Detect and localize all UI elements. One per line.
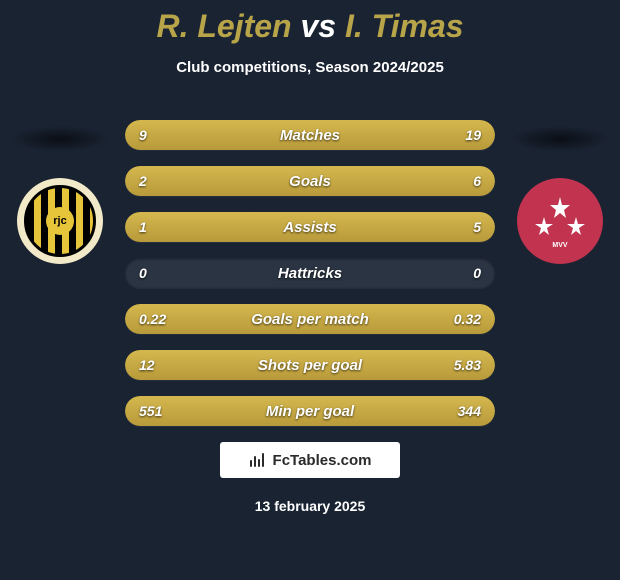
stats-container: 9Matches19 2Goals6 1Assists5 0Hattricks0 0.2… xyxy=(110,120,510,442)
comparison-title: R. Lejten vs I. Timas xyxy=(0,0,620,45)
roda-logo-center: rjc xyxy=(46,207,74,235)
stat-label: Goals per match xyxy=(125,304,495,334)
stat-value-right: 0.32 xyxy=(454,304,481,334)
branding-text: FcTables.com xyxy=(273,452,372,469)
stat-label: Shots per goal xyxy=(125,350,495,380)
stat-row: 2Goals6 xyxy=(125,166,495,196)
stat-value-right: 5.83 xyxy=(454,350,481,380)
roda-logo-stripes: rjc xyxy=(24,185,96,257)
mvv-label: MVV xyxy=(552,242,568,249)
stat-row: 9Matches19 xyxy=(125,120,495,150)
stat-row: 12Shots per goal5.83 xyxy=(125,350,495,380)
stat-label: Goals xyxy=(125,166,495,196)
stat-row: 0Hattricks0 xyxy=(125,258,495,288)
mvv-logo-circle: MVV xyxy=(517,178,603,264)
stat-label: Assists xyxy=(125,212,495,242)
vs-separator: vs xyxy=(300,8,336,44)
chart-icon xyxy=(249,452,267,468)
stat-row: 1Assists5 xyxy=(125,212,495,242)
branding-badge: FcTables.com xyxy=(220,442,400,478)
logo-shadow-left xyxy=(10,126,110,152)
player2-club-logo: MVV xyxy=(517,178,603,264)
player1-club-logo: rjc xyxy=(17,178,103,264)
stat-value-right: 344 xyxy=(458,396,481,426)
stat-value-right: 0 xyxy=(473,258,481,288)
stat-label: Min per goal xyxy=(125,396,495,426)
subtitle: Club competitions, Season 2024/2025 xyxy=(0,59,620,76)
mvv-stars-icon: MVV xyxy=(530,191,590,251)
stat-value-right: 5 xyxy=(473,212,481,242)
player2-name: I. Timas xyxy=(345,8,464,44)
stat-value-right: 19 xyxy=(465,120,481,150)
stat-row: 0.22Goals per match0.32 xyxy=(125,304,495,334)
stat-row: 551Min per goal344 xyxy=(125,396,495,426)
stat-value-right: 6 xyxy=(473,166,481,196)
stat-label: Matches xyxy=(125,120,495,150)
logo-shadow-right xyxy=(510,126,610,152)
roda-logo-outer: rjc xyxy=(17,178,103,264)
date-label: 13 february 2025 xyxy=(0,498,620,514)
stat-label: Hattricks xyxy=(125,258,495,288)
player1-name: R. Lejten xyxy=(156,8,291,44)
